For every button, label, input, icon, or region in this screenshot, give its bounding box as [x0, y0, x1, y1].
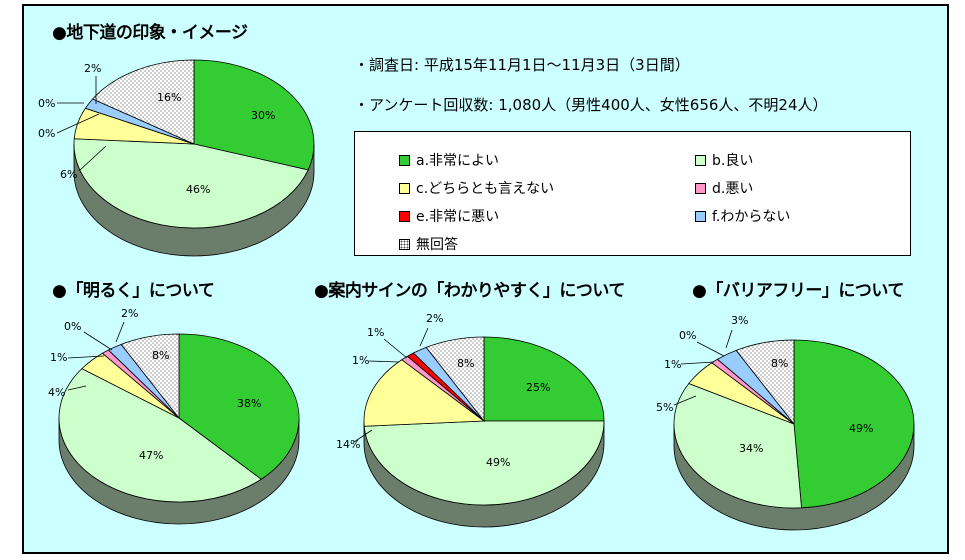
data-label-2-b: 49% — [486, 456, 510, 469]
legend-label-e: e.非常に悪い — [416, 209, 500, 225]
data-label-3-f: 3% — [731, 314, 748, 327]
pie-slice-1-a — [178, 333, 300, 480]
survey-responses: ・アンケート回収数: 1,080人（男性400人、女性656人、不明24人） — [354, 96, 828, 114]
legend-label-a: a.非常によい — [416, 153, 500, 169]
legend-swatch-a — [399, 154, 410, 166]
data-label-0-f: 2% — [84, 62, 101, 75]
pie-chart-0: 30% 46% 6% 0% 0% 2% 16% — [38, 59, 315, 257]
legend-label-f: f.わからない — [712, 209, 791, 225]
data-label-3-d: 1% — [664, 358, 681, 371]
legend-label-g: 無回答 — [416, 237, 458, 253]
pie-slice-1-g — [120, 333, 180, 420]
leader-line-3-c — [673, 395, 697, 406]
data-label-2-c: 14% — [336, 438, 360, 451]
pie-chart-2: 25% 49% 14% 1% 1% 2% 8% — [336, 312, 605, 528]
pie-slice-2-a — [483, 336, 605, 422]
data-label-3-e: 0% — [679, 329, 696, 342]
data-label-0-b: 46% — [186, 183, 210, 196]
legend-swatch-d — [695, 182, 706, 194]
legend-label-d: d.悪い — [712, 181, 754, 197]
data-label-1-g: 8% — [152, 349, 169, 362]
data-label-1-d: 1% — [50, 351, 67, 364]
leader-line-3-d — [680, 361, 715, 365]
legend-item-d: d.悪い — [695, 178, 753, 198]
leader-line-0-d — [56, 113, 100, 134]
data-label-1-c: 4% — [48, 386, 65, 399]
leader-line-2-e — [383, 338, 408, 359]
leader-line-2-c — [353, 429, 373, 443]
data-label-0-a: 30% — [251, 109, 275, 122]
pie-charts: 30% 46% 6% 0% 0% 2% 16% 38% 47% 4% 1% 0% 2% 8% 25% 49% 1… — [38, 59, 915, 531]
legend-swatch-f — [695, 210, 706, 222]
legend-item-b: b.良い — [695, 150, 753, 170]
data-label-2-e: 1% — [367, 326, 384, 339]
pie-slice-0-g — [92, 59, 195, 145]
legend-label-b: b.良い — [712, 153, 754, 169]
data-label-2-f: 2% — [426, 312, 443, 325]
pie-slice-0-a — [193, 59, 315, 171]
legend-item-g: 無回答 — [399, 234, 458, 254]
data-label-0-g: 16% — [157, 91, 181, 104]
pie-slice-2-b — [363, 420, 605, 506]
pie-chart-3: 49% 34% 5% 1% 0% 3% 8% — [656, 314, 915, 531]
leader-line-2-f — [419, 327, 429, 347]
chart-title-brightness: ●「明るく」について — [52, 281, 215, 301]
survey-period: ・調査日: 平成15年11月1日～11月3日（3日間） — [354, 56, 690, 74]
data-label-3-c: 5% — [656, 401, 673, 414]
data-label-0-c: 6% — [60, 168, 77, 181]
legend-swatch-c — [399, 182, 410, 194]
legend-swatch-g — [399, 238, 410, 250]
chart-title-main: ●地下道の印象・イメージ — [52, 23, 248, 43]
legend-item-c: c.どちらとも言えない — [399, 178, 554, 198]
chart-title-barrierfree: ●「バリアフリー」について — [692, 281, 904, 301]
leader-line-2-d — [368, 360, 400, 363]
pie-chart-1: 38% 47% 4% 1% 0% 2% 8% — [48, 307, 300, 525]
pie-slice-1-b — [58, 368, 262, 503]
leader-line-1-f — [115, 321, 125, 343]
data-label-1-a: 38% — [237, 397, 261, 410]
leader-line-1-e — [83, 331, 113, 351]
data-label-0-e: 0% — [38, 97, 55, 110]
data-label-3-g: 8% — [771, 357, 788, 370]
data-label-3-b: 34% — [739, 442, 763, 455]
leader-line-1-d — [67, 355, 105, 359]
chart-title-signage: ●案内サインの「わかりやすく」について — [314, 281, 625, 301]
pie-slice-2-c — [363, 359, 486, 427]
pie-slice-3-g — [735, 339, 795, 426]
data-label-2-d: 1% — [352, 354, 369, 367]
data-label-1-b: 47% — [139, 449, 163, 462]
leader-line-3-f — [725, 329, 733, 349]
legend-item-a: a.非常によい — [399, 150, 499, 170]
legend-swatch-e — [399, 210, 410, 222]
legend-item-f: f.わからない — [695, 206, 790, 226]
legend-label-c: c.どちらとも言えない — [416, 181, 555, 197]
leader-line-1-c — [67, 385, 87, 391]
legend-item-e: e.非常に悪い — [399, 206, 499, 226]
data-label-3-a: 49% — [849, 422, 873, 435]
leader-line-3-e — [696, 341, 725, 357]
legend-swatch-b — [695, 154, 706, 166]
legend: a.非常によい b.良い c.どちらとも言えない d.悪い e.非常に悪い f.… — [354, 131, 911, 256]
pie-slice-3-a — [793, 339, 915, 509]
leader-line-0-c — [78, 145, 107, 172]
data-label-2-a: 25% — [526, 381, 550, 394]
chart-panel: ●地下道の印象・イメージ ・調査日: 平成15年11月1日～11月3日（3日間）… — [22, 4, 949, 554]
pie-slice-2-g — [425, 336, 485, 423]
data-label-0-d: 0% — [38, 127, 55, 140]
data-label-1-e: 0% — [64, 320, 81, 333]
data-label-2-g: 8% — [457, 357, 474, 370]
data-label-1-f: 2% — [121, 307, 138, 320]
